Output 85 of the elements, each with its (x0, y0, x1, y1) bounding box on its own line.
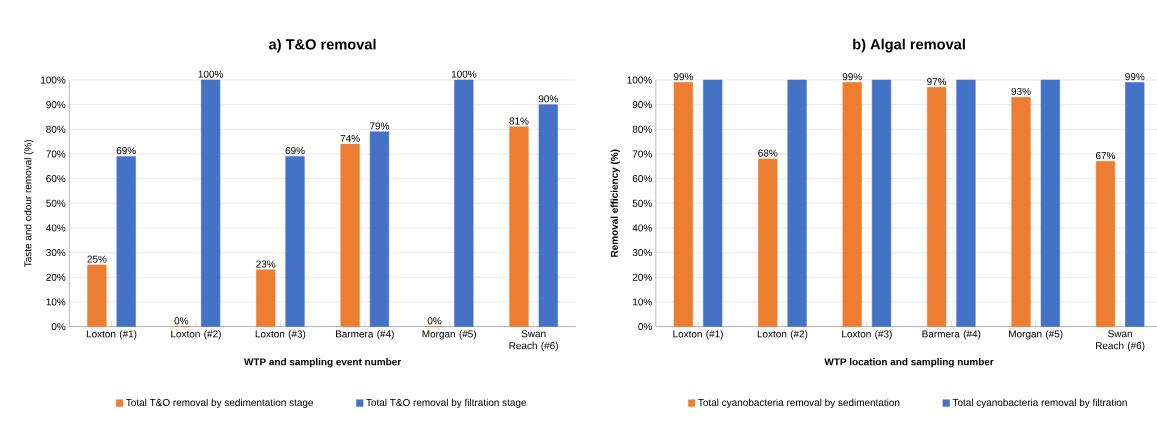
data-label: 90% (538, 95, 558, 103)
x-tick-label: Loxton (#3) (255, 330, 306, 340)
y-tick-label: 60% (46, 174, 66, 183)
x-tick-label: Loxton (#2) (171, 330, 221, 340)
y-tick-label: 60% (632, 174, 652, 183)
bar (1011, 96, 1031, 327)
y-tick-label: 10% (46, 298, 66, 306)
y-tick-label: 80% (46, 125, 66, 133)
y-tick-label: 0% (638, 322, 652, 331)
y-tick-label: 0% (51, 322, 66, 331)
chart-title: a) T&O removal (269, 38, 376, 53)
y-tick-label: 50% (632, 199, 652, 207)
y-tick-label: 40% (632, 224, 652, 232)
y-tick-label: 50% (46, 199, 66, 207)
bar (703, 79, 723, 327)
y-tick-label: 90% (46, 101, 66, 109)
y-tick-label: 20% (46, 273, 66, 281)
bar (871, 79, 892, 327)
y-tick-label: 10% (633, 298, 652, 306)
bar (201, 79, 221, 327)
data-label: 100% (451, 70, 477, 78)
bar (1040, 79, 1060, 327)
bar (787, 79, 807, 327)
x-tick-label: Swan Reach (#6) (1096, 330, 1145, 352)
data-label: 23% (256, 260, 276, 268)
data-label: 99% (1125, 73, 1145, 81)
data-label: 97% (927, 77, 947, 86)
y-tick-label: 30% (632, 248, 652, 257)
bar (956, 79, 976, 327)
x-tick-label: Loxton (#1) (86, 330, 137, 340)
y-tick-label: 40% (46, 224, 66, 232)
x-tick-label: Barmera (#4) (335, 330, 394, 340)
y-tick-label: 30% (46, 248, 66, 257)
bar (1125, 82, 1145, 327)
bar (87, 264, 107, 327)
y-axis-title: Removal efficiency (%) (610, 149, 620, 257)
x-tick-label: Morgan (#5) (1009, 330, 1063, 340)
legend-label: Total T&O removal by filtration stage (366, 398, 527, 408)
chart-title: b) Algal removal (853, 38, 965, 53)
x-tick-label: Swan Reach (#6) (509, 330, 558, 352)
data-label: 74% (340, 134, 360, 142)
bar (842, 82, 862, 327)
data-label: 0% (427, 317, 442, 325)
bar (509, 126, 529, 327)
data-label: 69% (285, 147, 305, 155)
x-tick-label: Loxton (#1) (673, 330, 723, 340)
y-axis-title: Taste and odour removal (%) (24, 139, 34, 267)
bar (927, 87, 947, 327)
data-label: 99% (842, 73, 862, 81)
legend-label: Total T&O removal by sedimentation stage (126, 398, 314, 408)
y-tick-label: 100% (627, 76, 652, 84)
data-label: 93% (1011, 87, 1031, 95)
x-tick-label: Morgan (#5) (422, 330, 476, 340)
x-axis-title: WTP location and sampling number (824, 357, 994, 368)
y-tick-label: 20% (632, 273, 652, 281)
data-label: 100% (198, 70, 223, 78)
data-label: 0% (174, 317, 189, 325)
x-tick-label: Loxton (#2) (757, 330, 808, 340)
bar (340, 143, 360, 327)
y-tick-label: 70% (46, 150, 66, 158)
data-label: 81% (509, 117, 529, 125)
x-tick-label: Loxton (#3) (842, 330, 892, 340)
bar (1095, 160, 1116, 327)
y-tick-label: 90% (632, 101, 652, 109)
bar (538, 104, 558, 327)
y-tick-label: 80% (632, 125, 652, 133)
x-tick-label: Barmera (#4) (922, 330, 981, 340)
bar (285, 156, 305, 327)
bar (369, 131, 390, 327)
data-label: 69% (116, 147, 136, 155)
bar (673, 82, 693, 327)
legend-label: Total cyanobacteria removal by filtration (952, 398, 1127, 408)
bar (116, 156, 136, 327)
bar (454, 79, 474, 327)
data-label: 25% (87, 255, 107, 263)
data-label: 99% (673, 73, 693, 81)
bar (758, 158, 778, 327)
legend-label: Total cyanobacteria removal by sedimentation (698, 398, 900, 408)
y-tick-label: 100% (41, 76, 66, 84)
bar (256, 269, 276, 327)
data-label: 68% (758, 149, 778, 157)
data-label: 67% (1095, 151, 1116, 159)
data-label: 79% (370, 122, 390, 130)
y-tick-label: 70% (632, 150, 652, 158)
x-axis-title: WTP and sampling event number (244, 357, 402, 368)
